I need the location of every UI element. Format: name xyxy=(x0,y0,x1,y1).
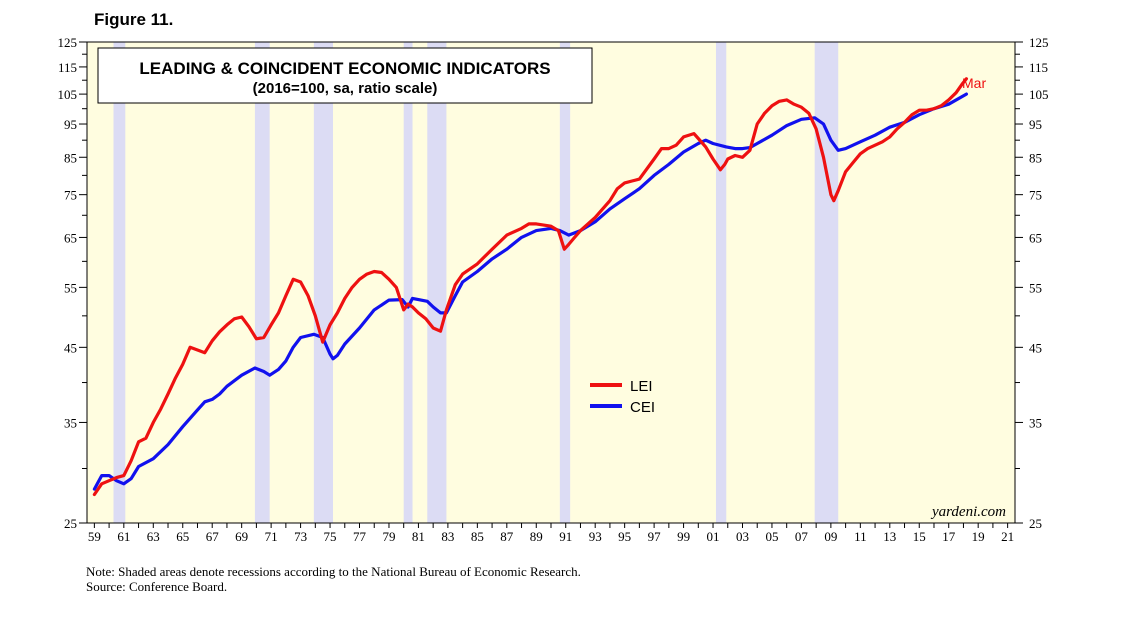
title-box: LEADING & COINCIDENT ECONOMIC INDICATORS… xyxy=(97,47,593,104)
x-tick-label: 11 xyxy=(854,529,867,544)
x-tick-label: 73 xyxy=(294,529,307,544)
x-tick-label: 63 xyxy=(147,529,160,544)
recession-band xyxy=(313,42,333,523)
y-tick-label-right: 95 xyxy=(1029,117,1042,132)
y-tick-label-right: 25 xyxy=(1029,516,1042,531)
x-tick-label: 01 xyxy=(707,529,720,544)
x-tick-label: 89 xyxy=(530,529,543,544)
recession-band xyxy=(403,42,413,523)
y-tick-label-left: 65 xyxy=(64,230,77,245)
x-tick-label: 91 xyxy=(559,529,572,544)
y-tick-label-left: 25 xyxy=(64,516,77,531)
y-tick-label-right: 105 xyxy=(1029,87,1049,102)
watermark: yardeni.com xyxy=(930,504,1006,520)
x-tick-label: 09 xyxy=(824,529,837,544)
x-tick-label: 71 xyxy=(265,529,278,544)
note-text: Note: Shaded areas denote recessions acc… xyxy=(86,564,581,579)
x-tick-label: 21 xyxy=(1001,529,1014,544)
x-tick-label: 67 xyxy=(206,529,220,544)
x-tick-label: 65 xyxy=(176,529,189,544)
y-tick-label-left: 125 xyxy=(58,35,78,50)
recession-band xyxy=(427,42,447,523)
axis-ticks: 25 25 35 35 45 45 55 55 65 65 75 75 85 85 95 95 105 105 11… xyxy=(58,35,1049,544)
x-tick-label: 05 xyxy=(765,529,778,544)
x-tick-label: 83 xyxy=(441,529,454,544)
x-tick-label: 69 xyxy=(235,529,248,544)
y-tick-label-right: 125 xyxy=(1029,35,1049,50)
y-tick-label-left: 55 xyxy=(64,280,77,295)
series-lines xyxy=(92,77,969,497)
recession-band xyxy=(254,42,270,523)
x-tick-label: 13 xyxy=(883,529,896,544)
recession-band xyxy=(113,42,126,523)
series-line-lei xyxy=(92,77,969,497)
x-tick-label: 85 xyxy=(471,529,484,544)
x-tick-label: 95 xyxy=(618,529,631,544)
x-tick-label: 99 xyxy=(677,529,690,544)
x-tick-label: 93 xyxy=(589,529,602,544)
legend-cei-label: CEI xyxy=(630,399,655,416)
legend: LEI CEI xyxy=(590,378,655,416)
recession-band xyxy=(814,42,839,523)
legend-lei-label: LEI xyxy=(630,378,653,395)
x-tick-label: 17 xyxy=(942,529,956,544)
x-tick-label: 87 xyxy=(500,529,514,544)
y-tick-label-right: 45 xyxy=(1029,340,1042,355)
x-tick-label: 19 xyxy=(972,529,985,544)
chart-subtitle: (2016=100, sa, ratio scale) xyxy=(253,80,438,97)
y-tick-label-right: 115 xyxy=(1029,60,1048,75)
series-line-cei xyxy=(92,92,969,491)
x-tick-label: 75 xyxy=(324,529,337,544)
y-tick-label-right: 65 xyxy=(1029,230,1042,245)
y-tick-label-left: 85 xyxy=(64,150,77,165)
y-tick-label-right: 35 xyxy=(1029,415,1042,430)
chart-title: LEADING & COINCIDENT ECONOMIC INDICATORS xyxy=(139,59,550,78)
source-text: Source: Conference Board. xyxy=(86,579,228,594)
y-tick-label-right: 55 xyxy=(1029,280,1042,295)
footnote: Note: Shaded areas denote recessions acc… xyxy=(86,564,581,594)
y-tick-label-left: 75 xyxy=(64,188,77,203)
y-tick-label-right: 85 xyxy=(1029,150,1042,165)
x-tick-label: 81 xyxy=(412,529,425,544)
recession-shading xyxy=(113,42,839,523)
end-label-mar: Mar xyxy=(962,75,986,91)
y-tick-label-left: 115 xyxy=(58,60,77,75)
x-tick-label: 03 xyxy=(736,529,749,544)
figure-label: Figure 11. xyxy=(94,10,174,29)
x-tick-label: 97 xyxy=(648,529,662,544)
y-tick-label-left: 105 xyxy=(58,87,78,102)
recession-band xyxy=(559,42,571,523)
recession-band xyxy=(715,42,727,523)
y-tick-label-left: 45 xyxy=(64,340,77,355)
x-tick-label: 77 xyxy=(353,529,367,544)
x-tick-label: 07 xyxy=(795,529,809,544)
x-tick-label: 61 xyxy=(117,529,130,544)
plot-background xyxy=(87,42,1015,523)
x-tick-label: 79 xyxy=(382,529,395,544)
title-box-frame xyxy=(97,47,593,104)
y-tick-label-left: 35 xyxy=(64,415,77,430)
x-tick-label: 59 xyxy=(88,529,101,544)
y-tick-label-right: 75 xyxy=(1029,188,1042,203)
y-tick-label-left: 95 xyxy=(64,117,77,132)
x-tick-label: 15 xyxy=(913,529,926,544)
